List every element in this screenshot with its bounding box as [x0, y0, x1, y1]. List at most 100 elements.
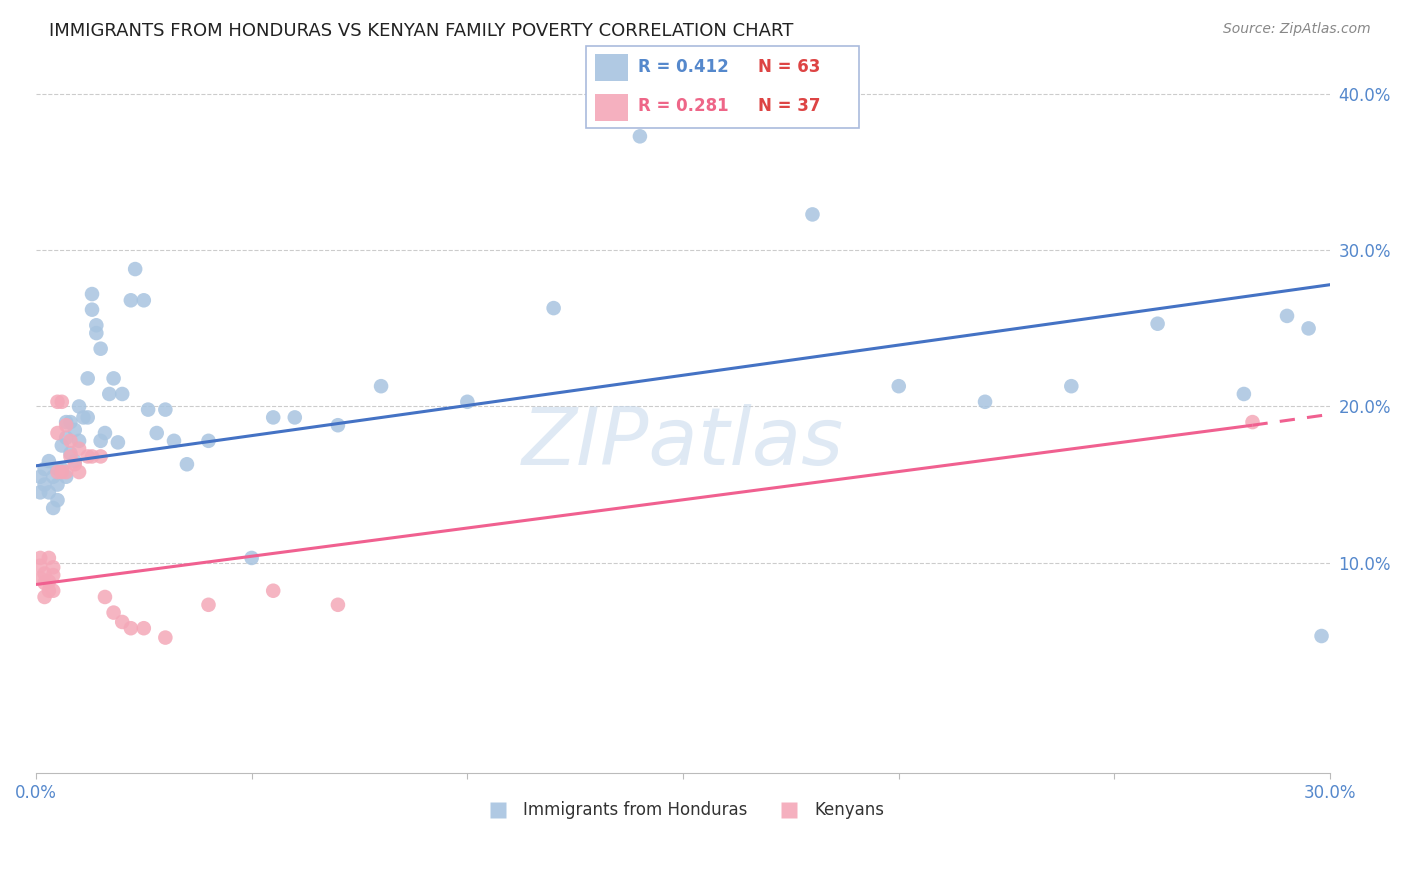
Point — [76, 371, 98, 385]
Point — [90, 342, 112, 356]
Point — [30, 550, 52, 565]
Text: IMMIGRANTS FROM HONDURAS VS KENYAN FAMILY POVERTY CORRELATION CHART: IMMIGRANTS FROM HONDURAS VS KENYAN FAMIL… — [49, 22, 793, 40]
Point — [326, 418, 349, 433]
Point — [59, 415, 82, 429]
Point — [30, 558, 52, 573]
Point — [46, 477, 69, 491]
Point — [46, 425, 69, 440]
Point — [46, 462, 69, 476]
Text: R = 0.412: R = 0.412 — [638, 58, 730, 76]
Point — [103, 371, 125, 385]
Point — [86, 318, 108, 333]
FancyBboxPatch shape — [586, 46, 859, 128]
Point — [628, 129, 651, 144]
Point — [38, 454, 60, 468]
Point — [67, 434, 90, 448]
Point — [887, 379, 910, 393]
Point — [120, 293, 142, 308]
Point — [94, 590, 117, 604]
Point — [55, 469, 77, 483]
Point — [155, 631, 177, 645]
Point — [176, 457, 198, 471]
Point — [55, 418, 77, 433]
Point — [76, 410, 98, 425]
Point — [124, 262, 146, 277]
Point — [262, 410, 284, 425]
Point — [326, 598, 349, 612]
Point — [107, 435, 129, 450]
Text: Source: ZipAtlas.com: Source: ZipAtlas.com — [1223, 22, 1371, 37]
Point — [34, 576, 56, 591]
Point — [284, 410, 307, 425]
Point — [974, 394, 997, 409]
Point — [30, 469, 52, 483]
Point — [80, 287, 103, 301]
Point — [34, 590, 56, 604]
Point — [59, 446, 82, 460]
Point — [30, 571, 52, 585]
Point — [801, 207, 824, 221]
Text: N = 63: N = 63 — [758, 58, 820, 76]
Point — [63, 423, 86, 437]
Point — [1233, 387, 1256, 401]
Point — [67, 465, 90, 479]
Point — [30, 485, 52, 500]
Point — [46, 465, 69, 479]
Point — [38, 574, 60, 589]
Point — [38, 550, 60, 565]
Point — [34, 462, 56, 476]
Point — [76, 450, 98, 464]
Point — [98, 387, 121, 401]
Point — [63, 454, 86, 468]
Point — [1310, 629, 1333, 643]
Point — [90, 434, 112, 448]
Point — [543, 301, 565, 315]
Point — [262, 583, 284, 598]
Point — [67, 442, 90, 456]
Point — [103, 606, 125, 620]
Point — [63, 457, 86, 471]
Point — [197, 434, 219, 448]
Point — [67, 400, 90, 414]
Point — [42, 583, 65, 598]
Point — [240, 550, 263, 565]
Point — [72, 410, 94, 425]
Point — [136, 402, 159, 417]
Point — [145, 425, 167, 440]
Point — [51, 465, 73, 479]
Text: N = 37: N = 37 — [758, 96, 820, 114]
Point — [42, 560, 65, 574]
Point — [111, 615, 134, 629]
Point — [1275, 309, 1298, 323]
Point — [1060, 379, 1083, 393]
Point — [714, 113, 737, 128]
Point — [197, 598, 219, 612]
Point — [456, 394, 478, 409]
Point — [111, 387, 134, 401]
Point — [86, 326, 108, 340]
Point — [42, 500, 65, 515]
Point — [1298, 321, 1320, 335]
Point — [51, 462, 73, 476]
Point — [46, 394, 69, 409]
Point — [132, 293, 155, 308]
Point — [42, 568, 65, 582]
Point — [94, 425, 117, 440]
Point — [90, 450, 112, 464]
Point — [59, 434, 82, 448]
Point — [34, 477, 56, 491]
Point — [370, 379, 392, 393]
Text: ZIPatlas: ZIPatlas — [522, 404, 844, 482]
Bar — [595, 94, 628, 120]
Bar — [595, 54, 628, 81]
Point — [55, 431, 77, 445]
Point — [1146, 317, 1168, 331]
Text: R = 0.281: R = 0.281 — [638, 96, 728, 114]
Point — [55, 465, 77, 479]
Point — [59, 450, 82, 464]
Point — [163, 434, 186, 448]
Point — [155, 402, 177, 417]
Point — [51, 394, 73, 409]
Point — [46, 493, 69, 508]
Point — [80, 450, 103, 464]
